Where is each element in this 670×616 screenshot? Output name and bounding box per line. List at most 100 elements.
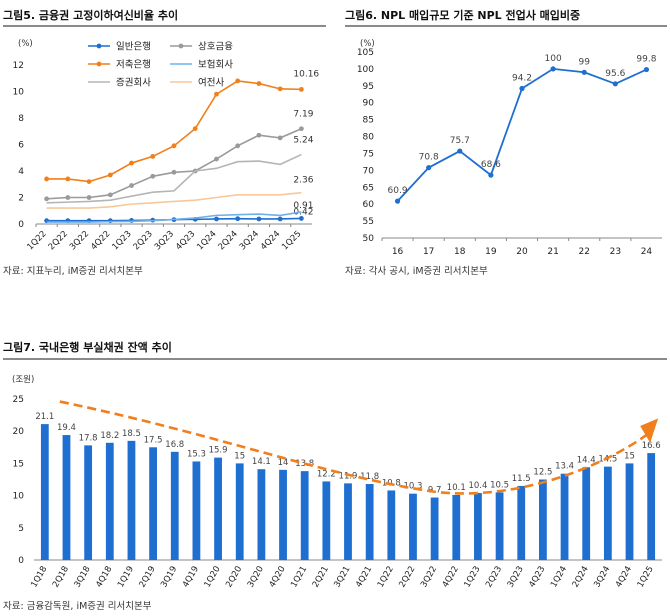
fig5-point: [65, 195, 71, 200]
fig5-xtick-label: 3Q23: [153, 229, 176, 252]
fig5-legend-label: 여전사: [198, 77, 224, 89]
fig7-data-label: 10.4: [468, 481, 487, 491]
fig7-xtick-label: 1Q24: [549, 565, 569, 590]
fig6-point: [457, 148, 463, 154]
fig5-legend-label: 증권회사: [116, 77, 151, 89]
fig5-xtick-label: 4Q24: [259, 229, 282, 252]
fig5-point: [65, 176, 71, 182]
fig7-ytick-label: 10: [13, 492, 25, 502]
fig5-title-rule: [3, 25, 326, 27]
fig6-chart: (%) 50 55 60 65 70 75 80 85 90 95 100 105 16 17 18 19 20 2…: [357, 39, 662, 257]
fig7-data-label: 16.8: [165, 440, 184, 450]
fig5-point: [150, 173, 156, 179]
fig7-bar: [170, 451, 179, 560]
fig7-bar: [452, 494, 461, 560]
fig7-xtick-label: 3Q18: [73, 565, 93, 590]
fig7-data-label: 16.6: [642, 441, 661, 451]
fig5-point: [171, 143, 177, 149]
fig5-title: 그림5. 금융권 고정이하여신비율 추이: [3, 9, 179, 22]
fig5-point: [150, 154, 156, 159]
fig6-ytick-label: 70: [363, 166, 375, 176]
fig7-xtick-label: 1Q18: [29, 565, 49, 590]
fig6-data-label: 94.2: [512, 74, 532, 84]
fig6-ytick-label: 65: [363, 183, 374, 193]
fig5-point: [235, 78, 241, 84]
fig7-bar: [625, 463, 634, 560]
fig6-point: [394, 198, 401, 204]
fig5-series-line: [46, 80, 302, 183]
fig7-data-label: 17.5: [144, 435, 163, 445]
fig5-ytick-label: 6: [18, 141, 24, 151]
fig5-end-label: 0.42: [293, 207, 313, 217]
fig7-bar: [603, 466, 612, 560]
fig7-bar: [560, 473, 569, 560]
fig7-trend-arrow-head: [640, 418, 659, 443]
fig5-point: [235, 143, 241, 149]
fig5-point: [298, 86, 304, 92]
fig7-trend-arrow-path: [59, 400, 649, 495]
fig6-xtick-label: 16: [392, 247, 404, 257]
fig7-bar: [105, 442, 114, 560]
fig7-data-label: 12.2: [317, 469, 336, 479]
fig7-ytick-label: 25: [13, 395, 24, 405]
fig7-data-label: 11.5: [512, 474, 531, 484]
fig5-end-label: 2.36: [293, 176, 313, 186]
fig6-ytick-label: 100: [357, 65, 374, 75]
fig7-bar: [582, 467, 591, 560]
fig7-bar: [192, 461, 201, 560]
fig5-point: [107, 192, 113, 198]
fig7-bar: [474, 493, 482, 560]
fig5-legend-marker: [96, 61, 102, 67]
fig7-xtick-label: 2Q18: [51, 565, 71, 590]
fig6-data-label: 68.6: [481, 160, 501, 170]
fig5-xtick-label: 1Q23: [110, 229, 133, 252]
fig7-xtick-label: 4Q24: [614, 565, 634, 590]
fig7-xtick-label: 4Q23: [527, 565, 547, 590]
fig7-data-label: 15: [234, 451, 245, 461]
fig6-ytick-label: 50: [363, 234, 375, 244]
fig7-bar: [257, 469, 266, 560]
fig5-unit-label: (%): [18, 39, 33, 49]
fig7-data-label: 14: [278, 458, 289, 468]
fig7-xtick-label: 4Q18: [94, 565, 114, 590]
fig7-bar: [300, 471, 309, 560]
fig7-xtick-label: 1Q19: [116, 565, 136, 590]
fig7-xtick-label: 1Q22: [376, 565, 396, 590]
fig7-bar: [365, 484, 374, 560]
fig5-point: [129, 183, 134, 188]
fig6-data-label: 70.8: [419, 153, 439, 163]
fig7-xtick-label: 3Q23: [506, 565, 526, 590]
fig5-source: 자료: 지표누리, iM증권 리서치본부: [3, 266, 143, 277]
fig7-data-label: 11.9: [339, 471, 358, 481]
fig7-xtick-label: 2Q21: [311, 565, 331, 590]
fig5-point: [256, 216, 262, 222]
fig6-data-label: 99: [578, 57, 590, 67]
fig7-xtick-label: 2Q20: [224, 565, 244, 590]
fig7-chart: (조원) 0 5 10 15 20 25 21.1 1Q18 19.4 2Q18 17.8 3Q18 18…: [12, 375, 662, 590]
fig5-point: [277, 86, 283, 92]
fig6-ytick-label: 90: [363, 99, 375, 109]
fig6-point: [426, 165, 432, 171]
fig7-data-label: 10.1: [447, 483, 466, 493]
fig7-bar: [387, 490, 396, 560]
fig5-point: [171, 169, 177, 175]
fig6-data-label: 99.8: [636, 55, 656, 65]
fig6-xtick-label: 19: [485, 247, 497, 257]
fig7-bar: [517, 485, 526, 560]
fig7-xtick-label: 1Q21: [289, 565, 309, 590]
fig6-title-rule: [345, 25, 667, 27]
fig7-data-label: 13.4: [555, 462, 574, 472]
fig6-ytick-label: 105: [357, 48, 374, 58]
fig7-xtick-label: 1Q25: [636, 565, 656, 590]
fig6-data-label: 100: [545, 54, 562, 64]
fig7-bar: [235, 463, 244, 560]
fig5-end-label: 0.91: [293, 201, 313, 211]
fig5-legend-label: 보험회사: [198, 60, 233, 71]
fig6-xtick-label: 23: [610, 247, 621, 257]
fig6-xtick-label: 18: [454, 247, 466, 257]
fig7-bar: [495, 492, 504, 560]
fig7-xtick-label: 2Q24: [571, 565, 591, 590]
fig7-bar: [430, 497, 439, 560]
fig7-title: 그림7. 국내은행 부실채권 잔액 추이: [3, 341, 172, 354]
fig5-point: [107, 172, 113, 178]
